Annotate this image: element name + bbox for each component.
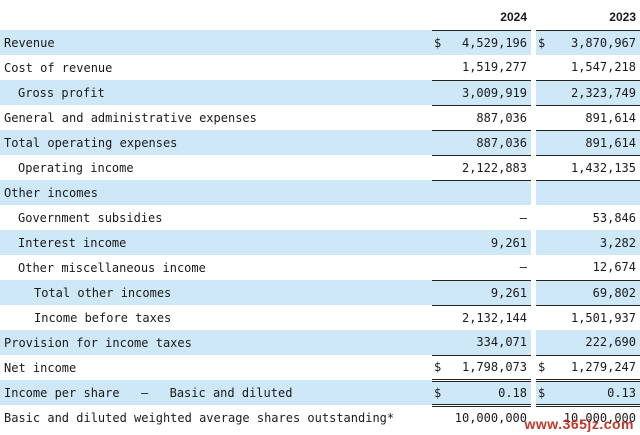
eps-label: Income per share – Basic and diluted <box>0 380 432 405</box>
row-provision-income-taxes: Provision for income taxes 334,071 222,6… <box>0 330 640 356</box>
interest-income-label: Interest income <box>0 230 432 255</box>
net-income-2024: $1,798,073 <box>432 355 531 382</box>
cost-of-revenue-2023: 1,547,218 <box>536 55 640 81</box>
currency-symbol: $ <box>434 360 442 374</box>
operating-income-label: Operating income <box>18 160 134 175</box>
total-other-label: Total other incomes <box>0 280 432 305</box>
year-2023-header: 2023 <box>536 0 640 31</box>
eps-2023: $0.13 <box>536 380 640 407</box>
other-misc-2023: 12,674 <box>536 255 640 281</box>
provision-taxes-label: Provision for income taxes <box>0 330 432 355</box>
shares-label: Basic and diluted weighted average share… <box>4 410 395 425</box>
interest-income-2024: 9,261 <box>432 230 531 255</box>
header-row: 2024 2023 <box>0 0 640 31</box>
other-incomes-2023 <box>536 180 640 205</box>
row-other-incomes: Other incomes <box>0 180 640 205</box>
currency-symbol: $ <box>538 35 546 50</box>
row-revenue: Revenue $4,529,196 $3,870,967 <box>0 30 640 55</box>
provision-taxes-2023: 222,690 <box>536 330 640 356</box>
row-income-before-taxes: Income before taxes 2,132,144 1,501,937 <box>0 305 640 330</box>
total-opex-2023: 891,614 <box>536 130 640 156</box>
other-incomes-2024 <box>432 180 531 205</box>
currency-symbol: $ <box>538 360 546 374</box>
net-income-label: Net income <box>4 360 77 375</box>
header-label-cell <box>0 0 432 30</box>
row-operating-income: Operating income 2,122,883 1,432,135 <box>0 155 640 181</box>
row-income-per-share: Income per share – Basic and diluted $0.18… <box>0 380 640 407</box>
gross-profit-2023: 2,323,749 <box>536 80 640 106</box>
watermark-text: www.365jz.com <box>524 416 634 432</box>
row-other-misc-income: Other miscellaneous income — 12,674 <box>0 255 640 281</box>
revenue-2024: $4,529,196 <box>432 30 531 55</box>
operating-income-2024: 2,122,883 <box>432 155 531 181</box>
income-before-taxes-label: Income before taxes <box>34 310 172 325</box>
total-opex-label: Total operating expenses <box>0 130 432 155</box>
other-misc-2024: — <box>432 255 531 281</box>
provision-taxes-2024: 334,071 <box>432 330 531 356</box>
gov-subsidies-2023: 53,846 <box>592 210 636 225</box>
gross-profit-2024: 3,009,919 <box>432 80 531 106</box>
row-cost-of-revenue: Cost of revenue 1,519,277 1,547,218 <box>0 55 640 81</box>
year-2024-header: 2024 <box>432 0 531 31</box>
other-misc-label: Other miscellaneous income <box>18 260 206 275</box>
total-other-2023: 69,802 <box>536 280 640 306</box>
cost-of-revenue-2024: 1,519,277 <box>432 55 531 81</box>
row-interest-income: Interest income 9,261 3,282 <box>0 230 640 255</box>
income-before-taxes-2023: 1,501,937 <box>570 310 636 325</box>
revenue-2023: $3,870,967 <box>536 30 640 55</box>
row-weighted-shares: Basic and diluted weighted average share… <box>0 405 640 430</box>
cost-of-revenue-label: Cost of revenue <box>4 60 113 75</box>
eps-2024: $0.18 <box>432 380 531 407</box>
net-income-2023: $1,279,247 <box>536 355 640 382</box>
currency-symbol: $ <box>538 385 546 400</box>
shares-2024: 10,000,000 <box>454 411 527 426</box>
row-government-subsidies: Government subsidies — 53,846 <box>0 205 640 230</box>
operating-income-2023: 1,432,135 <box>536 155 640 181</box>
total-other-2024: 9,261 <box>432 280 531 306</box>
g-and-a-label: General and administrative expenses <box>4 110 257 125</box>
row-net-income: Net income $1,798,073 $1,279,247 <box>0 355 640 382</box>
g-and-a-2023: 891,614 <box>536 105 640 131</box>
shares-2023: 10,000,000 <box>563 411 636 426</box>
row-g-and-a: General and administrative expenses 887,… <box>0 105 640 131</box>
row-total-opex: Total operating expenses 887,036 891,614 <box>0 130 640 156</box>
currency-symbol: $ <box>434 35 442 50</box>
g-and-a-2024: 887,036 <box>432 105 531 131</box>
gross-profit-label: Gross profit <box>0 80 432 105</box>
row-gross-profit: Gross profit 3,009,919 2,323,749 <box>0 80 640 106</box>
currency-symbol: $ <box>434 385 442 400</box>
gov-subsidies-label: Government subsidies <box>18 210 163 225</box>
revenue-label: Revenue <box>0 30 432 55</box>
other-incomes-label: Other incomes <box>0 180 432 205</box>
interest-income-2023: 3,282 <box>536 230 640 255</box>
eps-dash: – <box>140 385 149 400</box>
row-total-other-incomes: Total other incomes 9,261 69,802 <box>0 280 640 306</box>
gov-subsidies-2024: — <box>519 210 527 225</box>
income-before-taxes-2024: 2,132,144 <box>461 310 527 325</box>
total-opex-2024: 887,036 <box>432 130 531 156</box>
